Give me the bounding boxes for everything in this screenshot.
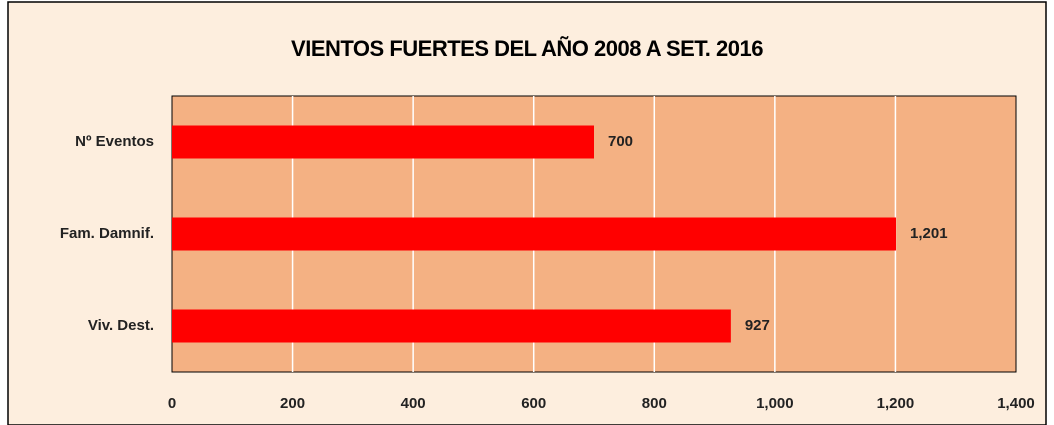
x-tick-label: 1,400 [997,395,1035,412]
data-label: 700 [608,133,633,150]
x-tick-label: 600 [521,395,546,412]
x-tick-label: 200 [280,395,305,412]
data-label: 927 [745,317,770,334]
chart-title: VIENTOS FUERTES DEL AÑO 2008 A SET. 2016 [291,36,763,61]
y-tick-label: Fam. Damnif. [60,225,154,242]
bar [172,309,731,343]
bar [172,125,594,159]
bar [172,217,897,251]
data-label: 1,201 [910,225,948,242]
y-tick-label: Viv. Dest. [88,317,154,334]
x-tick-label: 1,200 [877,395,915,412]
x-tick-label: 800 [642,395,667,412]
y-tick-label: Nº Eventos [75,133,154,150]
x-tick-label: 400 [401,395,426,412]
x-tick-label: 0 [168,395,176,412]
x-tick-label: 1,000 [756,395,794,412]
